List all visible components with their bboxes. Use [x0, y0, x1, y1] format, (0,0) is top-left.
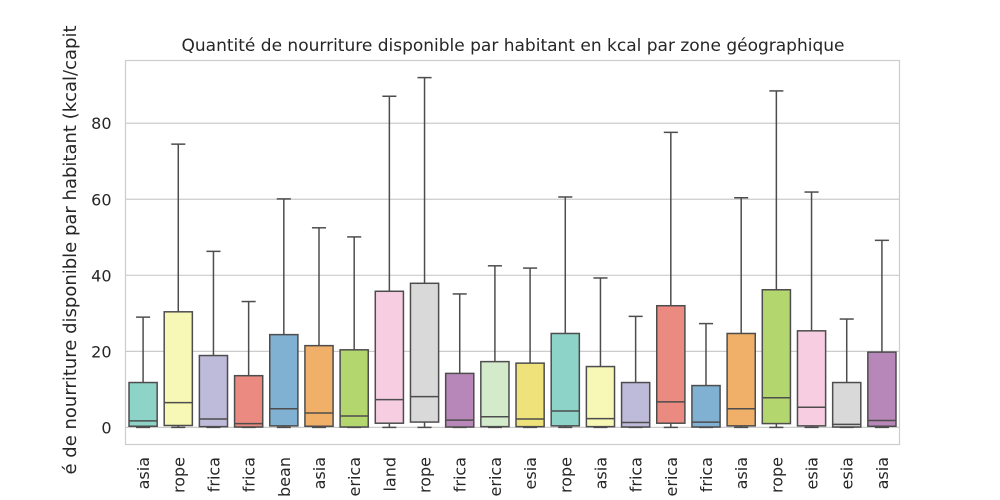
x-tick-label: frica [240, 457, 259, 492]
x-tick-label: rope [169, 457, 188, 493]
x-tick-label: asia [591, 457, 610, 489]
x-tick-label: asia [134, 457, 153, 489]
chart-title: Quantité de nourriture disponible par ha… [182, 36, 845, 56]
boxes [128, 76, 897, 429]
y-tick-label: 80 [91, 114, 111, 133]
box [163, 311, 194, 427]
box [444, 372, 475, 428]
box-group [163, 143, 194, 429]
box-group [480, 265, 510, 429]
x-tick-label: frica [627, 457, 646, 492]
y-axis: 0 20 40 60 80 [91, 114, 111, 437]
plot-frame [124, 59, 901, 446]
box-group [867, 239, 897, 429]
x-tick-label: bean [275, 457, 294, 497]
box-group [691, 322, 721, 429]
x-tick-label: esia [803, 457, 822, 489]
box-group [620, 315, 651, 429]
box [655, 304, 686, 424]
box-group [339, 236, 370, 429]
x-tick-label: asia [732, 457, 751, 489]
box-group [444, 293, 475, 429]
x-tick-label: frica [204, 457, 223, 492]
x-tick-label: land [380, 457, 399, 492]
x-tick-label: rope [416, 457, 435, 493]
box [515, 362, 545, 428]
box [304, 344, 334, 428]
box-group [831, 318, 862, 429]
box [585, 365, 616, 428]
box [339, 349, 370, 428]
box [374, 290, 405, 424]
box [409, 282, 440, 423]
y-axis-label: é de nourriture disponible par habitant … [60, 25, 81, 474]
box-group [304, 227, 334, 429]
box [831, 381, 862, 428]
y-tick-label: 20 [91, 342, 111, 361]
x-tick-label: frica [451, 457, 470, 492]
box [550, 332, 581, 427]
box-group [198, 250, 229, 429]
x-tick-label: erica [662, 457, 681, 496]
x-axis: asia rope frica frica bean asia erica land rope f… [134, 457, 892, 497]
x-tick-label: rope [556, 457, 575, 493]
y-tick-label: 0 [101, 418, 111, 437]
box-group [268, 198, 299, 429]
y-tick-label: 60 [91, 190, 111, 209]
box [796, 330, 827, 427]
x-tick-label: esia [838, 457, 857, 489]
box [620, 381, 651, 428]
x-tick-label: frica [697, 457, 716, 492]
x-tick-label: erica [486, 457, 505, 496]
box [726, 332, 757, 427]
box-group [374, 95, 405, 429]
box-group [128, 316, 158, 429]
x-tick-label: esia [521, 457, 540, 489]
box-group [515, 267, 545, 429]
box [128, 381, 158, 428]
box [480, 360, 510, 428]
box-group [233, 300, 264, 429]
box [198, 354, 229, 428]
box-group [409, 76, 440, 429]
box-group [726, 197, 757, 429]
box [691, 384, 721, 428]
x-tick-label: asia [310, 457, 329, 489]
box [233, 374, 264, 428]
box-group [655, 131, 686, 429]
x-tick-label: erica [345, 457, 364, 496]
box-group [585, 277, 616, 429]
box-group [796, 191, 827, 429]
box-group [761, 90, 792, 429]
y-tick-label: 40 [91, 266, 111, 285]
x-tick-label: asia [873, 457, 892, 489]
x-tick-label: rope [767, 457, 786, 493]
box-group [550, 196, 581, 429]
box [761, 289, 792, 425]
box [268, 333, 299, 427]
box [867, 351, 897, 428]
